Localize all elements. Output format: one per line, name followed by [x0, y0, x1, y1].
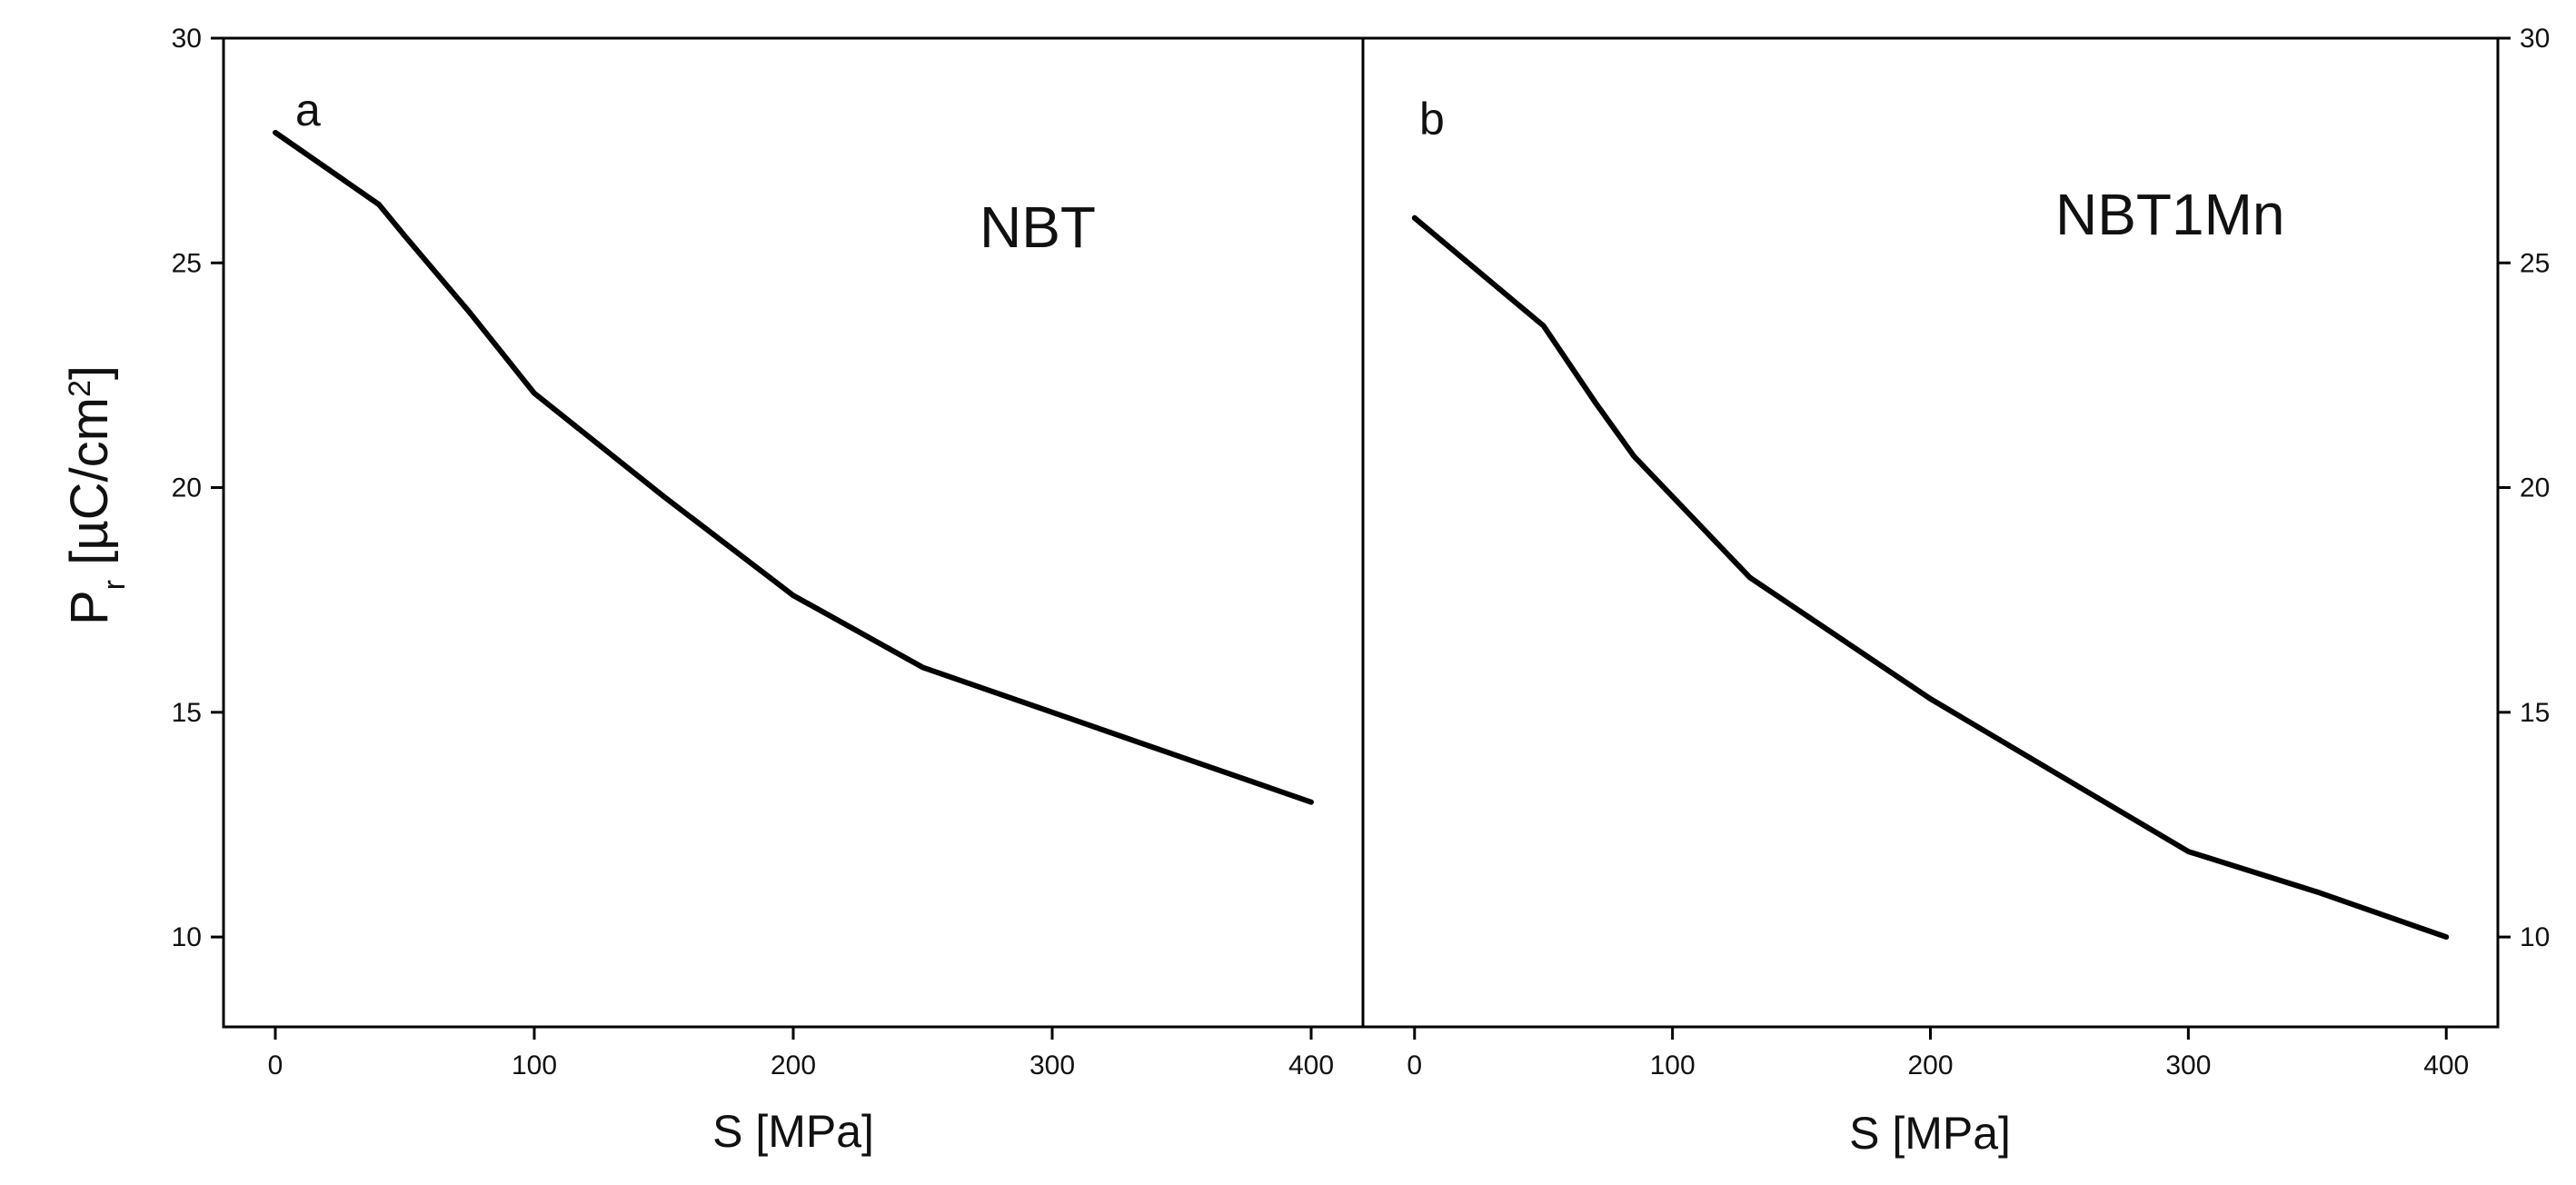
panel-b-x-ticks: 0 100 200 300 400: [1407, 1027, 2469, 1080]
panel-b-x-tick-label-2: 200: [1907, 1051, 1953, 1080]
y-axis-title-base: P: [60, 590, 119, 625]
panel-b-series-line-0: [1411, 214, 2450, 941]
panel-b-x-tick-label-3: 300: [2165, 1051, 2211, 1080]
panel-a-label: a: [295, 85, 321, 135]
panel-a-y-ticks: 10 15 20 25 30: [172, 24, 224, 952]
panel-a-y-tick-label-4: 30: [172, 24, 202, 54]
panel-a-y-tick-label-0: 10: [172, 922, 202, 952]
panel-a-y-tick-label-1: 15: [172, 698, 202, 728]
panel-a-x-tick-label-1: 100: [512, 1051, 557, 1080]
panel-a-y-tick-label-2: 20: [172, 473, 202, 503]
panel-a-frame: [222, 36, 1365, 1029]
panel-a-x-ticks: 0 100 200 300 400: [268, 1027, 1334, 1080]
panel-b-x-tick-label-0: 0: [1407, 1051, 1422, 1080]
y-axis-title: Pr [µC/cm2]: [60, 365, 132, 625]
y-axis-title-subscript: r: [97, 580, 132, 590]
panel-b-y-tick-label-4: 30: [2520, 24, 2550, 54]
panel-b: 10 15 20 25 30 0 100 200 300 400 b NBT1Mn S [MPa…: [1361, 24, 2550, 1159]
panel-b-x-tick-label-1: 100: [1650, 1051, 1696, 1080]
panel-a-x-axis-title: S [MPa]: [712, 1106, 874, 1157]
panel-a-series-line-0: [273, 129, 1314, 805]
panel-b-sample-label: NBT1Mn: [2055, 182, 2285, 247]
panel-a-x-tick-label-0: 0: [268, 1051, 283, 1080]
panel-b-y-tick-label-1: 15: [2520, 698, 2550, 728]
y-axis-title-unit: [µC/cm: [60, 397, 119, 580]
panel-a: 10 15 20 25 30 0 100 200 300 400 a NBT S [MPa]: [172, 24, 1365, 1157]
panel-b-x-axis-title: S [MPa]: [1849, 1108, 2011, 1159]
y-axis-title-superscript: 2: [63, 380, 97, 397]
panel-b-series: [1411, 214, 2450, 941]
panel-a-x-tick-label-2: 200: [771, 1051, 816, 1080]
panel-a-x-tick-label-4: 400: [1288, 1051, 1334, 1080]
y-axis-title-close: ]: [60, 365, 119, 380]
panel-b-label: b: [1419, 94, 1445, 144]
panel-b-x-tick-label-4: 400: [2423, 1051, 2469, 1080]
panel-a-series: [273, 129, 1314, 805]
panel-a-y-tick-label-3: 25: [172, 248, 202, 278]
panel-b-y-tick-label-3: 25: [2520, 248, 2550, 278]
panel-b-y-tick-label-2: 20: [2520, 473, 2550, 503]
panel-b-frame: [1361, 36, 2500, 1029]
panel-b-y-ticks: 10 15 20 25 30: [2498, 24, 2550, 952]
panel-a-x-tick-label-3: 300: [1029, 1051, 1075, 1080]
panel-b-y-tick-label-0: 10: [2520, 922, 2550, 952]
panel-a-sample-label: NBT: [980, 194, 1096, 260]
